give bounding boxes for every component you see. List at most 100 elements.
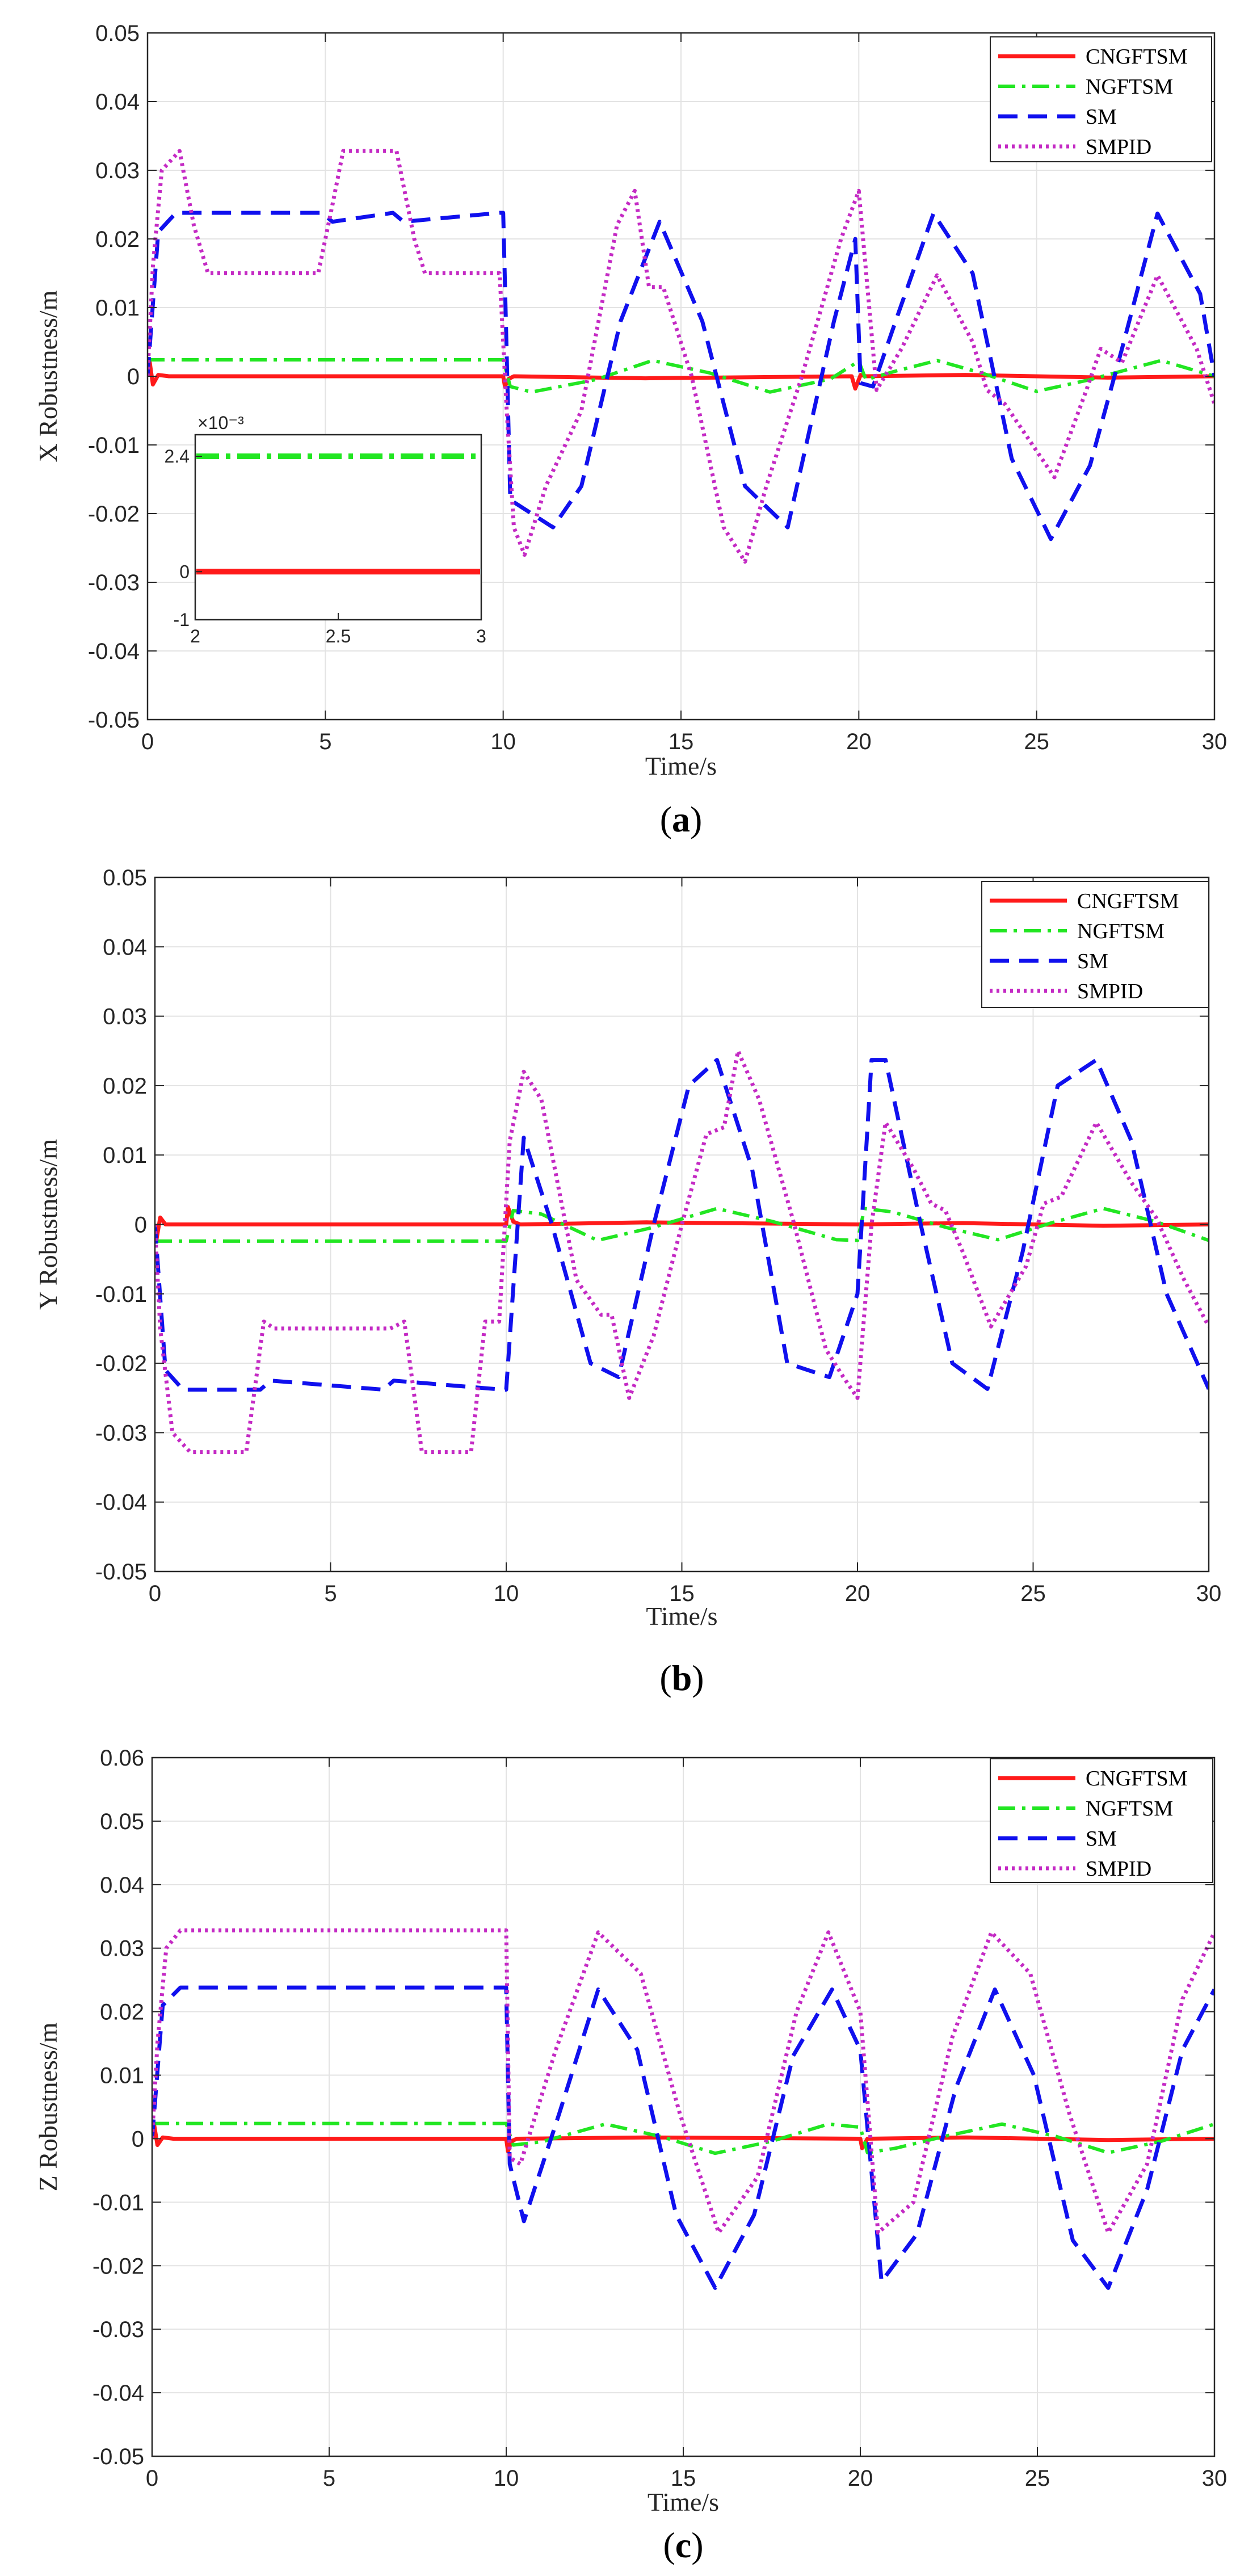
series-line-smpid: [155, 1049, 1209, 1455]
legend-label-cngftsm: CNGFTSM: [1077, 889, 1179, 913]
panel-caption: (a): [660, 799, 703, 839]
chart-panel-a: 0 5 10 15 20 25 30-0.05-0.04-0.03-0.02-0.0100.…: [33, 21, 1227, 839]
y-tick-label: 0: [134, 1213, 147, 1238]
y-tick-label: 0.02: [103, 1074, 147, 1099]
y-tick-label: 0: [127, 364, 140, 389]
legend-label-smpid: SMPID: [1077, 980, 1143, 1003]
y-axis-label: X Robustness/m: [33, 290, 62, 462]
y-tick-label: -0.04: [95, 1490, 147, 1515]
y-tick-label: 0.04: [103, 935, 147, 960]
series-group: [155, 1049, 1209, 1455]
y-tick-label: -0.03: [88, 570, 140, 595]
y-tick-label: 0.03: [103, 1005, 147, 1029]
series-line-sm: [155, 1058, 1209, 1392]
series-line-ngftsm: [148, 358, 1214, 394]
x-tick-label: 30: [1202, 729, 1227, 754]
y-tick-label: 0: [132, 2127, 144, 2151]
y-tick-label: -0.05: [93, 2444, 144, 2469]
legend-label-cngftsm: CNGFTSM: [1086, 1767, 1188, 1791]
legend: CNGFTSM NGFTSM SM SMPID: [990, 36, 1212, 162]
y-tick-label: 0.03: [100, 1936, 144, 1961]
y-tick-label: -0.02: [95, 1351, 147, 1376]
x-axis-label: Time/s: [646, 1602, 717, 1631]
legend-label-ngftsm: NGFTSM: [1086, 1797, 1173, 1821]
series-line-ngftsm: [155, 1207, 1209, 1243]
series-group: [152, 1928, 1214, 2290]
series-line-smpid: [152, 1928, 1214, 2235]
x-tick-label: 0: [141, 729, 154, 754]
y-tick-label: -0.02: [88, 502, 140, 527]
x-tick-label: 20: [846, 729, 872, 754]
x-axis-label: Time/s: [648, 2487, 719, 2516]
x-tick-label: 5: [323, 2466, 335, 2491]
series-line-smpid: [148, 149, 1214, 564]
series-line-sm: [152, 1985, 1214, 2290]
series-line-cngftsm: [148, 357, 1214, 391]
series-line-cngftsm: [152, 2121, 1214, 2154]
legend-label-sm: SM: [1086, 105, 1117, 129]
series-group: [148, 149, 1214, 564]
y-tick-label: 0.05: [103, 865, 147, 890]
x-tick-label: 10: [494, 2466, 519, 2491]
y-tick-label: 0.06: [100, 1746, 144, 1771]
inset-frame: [194, 434, 482, 621]
inset-x-tick-label: 2.5: [326, 626, 351, 646]
y-axis-label: Y Robustness/m: [33, 1139, 62, 1310]
x-tick-label: 25: [1024, 729, 1049, 754]
y-tick-label: 0.03: [95, 158, 140, 183]
x-tick-label: 15: [669, 729, 694, 754]
y-tick-label: 0.04: [95, 90, 140, 115]
series-line-sm: [148, 211, 1214, 541]
y-tick-label: -0.01: [88, 433, 140, 458]
y-tick-label: -0.01: [93, 2190, 144, 2215]
x-axis-label: Time/s: [645, 751, 717, 780]
y-tick-label: -0.02: [93, 2254, 144, 2279]
legend-label-sm: SM: [1086, 1827, 1117, 1851]
legend: CNGFTSM NGFTSM SM SMPID: [981, 881, 1209, 1008]
y-tick-label: -0.05: [88, 708, 140, 733]
x-tick-label: 5: [319, 729, 331, 754]
legend: CNGFTSM NGFTSM SM SMPID: [990, 1758, 1213, 1883]
legend-label-cngftsm: CNGFTSM: [1086, 45, 1188, 69]
y-tick-label: -0.03: [93, 2317, 144, 2342]
y-tick-label: 0.02: [100, 2000, 144, 2025]
x-tick-label: 20: [848, 2466, 873, 2491]
x-tick-label: 0: [149, 1581, 161, 1606]
series-line-cngftsm: [155, 1205, 1209, 1241]
legend-label-sm: SM: [1077, 949, 1108, 973]
inset-x-tick-label: 3: [476, 626, 486, 646]
inset-exponent-label: ×10⁻³: [197, 413, 244, 433]
y-tick-label: -0.03: [95, 1421, 147, 1445]
y-tick-label: 0.02: [95, 227, 140, 252]
x-tick-label: 10: [490, 729, 516, 754]
x-tick-label: 25: [1025, 2466, 1050, 2491]
y-tick-label: 0.01: [95, 296, 140, 321]
inset-y-tick-label: 2.4: [165, 446, 190, 467]
x-tick-label: 15: [671, 2466, 696, 2491]
panel-caption: (c): [663, 2525, 703, 2565]
y-tick-label: -0.04: [93, 2381, 144, 2406]
x-tick-label: 15: [669, 1581, 695, 1606]
y-tick-label: 0.01: [100, 2064, 144, 2088]
x-tick-label: 0: [146, 2466, 158, 2491]
x-tick-label: 5: [324, 1581, 337, 1606]
inset-x-tick-label: 2: [190, 626, 200, 646]
x-tick-label: 30: [1196, 1581, 1222, 1606]
legend-label-smpid: SMPID: [1086, 135, 1151, 159]
y-tick-label: -0.05: [95, 1560, 147, 1585]
inset-y-tick-label: -1: [174, 610, 190, 630]
chart-panel-b: 0 5 10 15 20 25 30 -0.05 -0.04 -0.03 -0.02 -0.01 0 0.…: [33, 865, 1222, 1698]
x-tick-label: 20: [845, 1581, 871, 1606]
y-tick-label: 0.05: [100, 1809, 144, 1834]
inset-y-tick-label: 0: [179, 561, 190, 582]
y-tick-label: -0.04: [88, 639, 140, 664]
legend-label-ngftsm: NGFTSM: [1086, 75, 1173, 99]
y-tick-label: 0.05: [95, 21, 140, 46]
x-tick-label: 30: [1202, 2466, 1227, 2491]
y-axis-label: Z Robustness/m: [33, 2022, 62, 2191]
panel-caption: (b): [659, 1658, 704, 1698]
series-line-ngftsm: [152, 2121, 1214, 2155]
inset-chart: -1 0 2.4 2 2.5 3 ×10⁻³: [165, 413, 486, 646]
y-tick-label: -0.01: [95, 1282, 147, 1307]
y-tick-label: 0.04: [100, 1873, 144, 1898]
